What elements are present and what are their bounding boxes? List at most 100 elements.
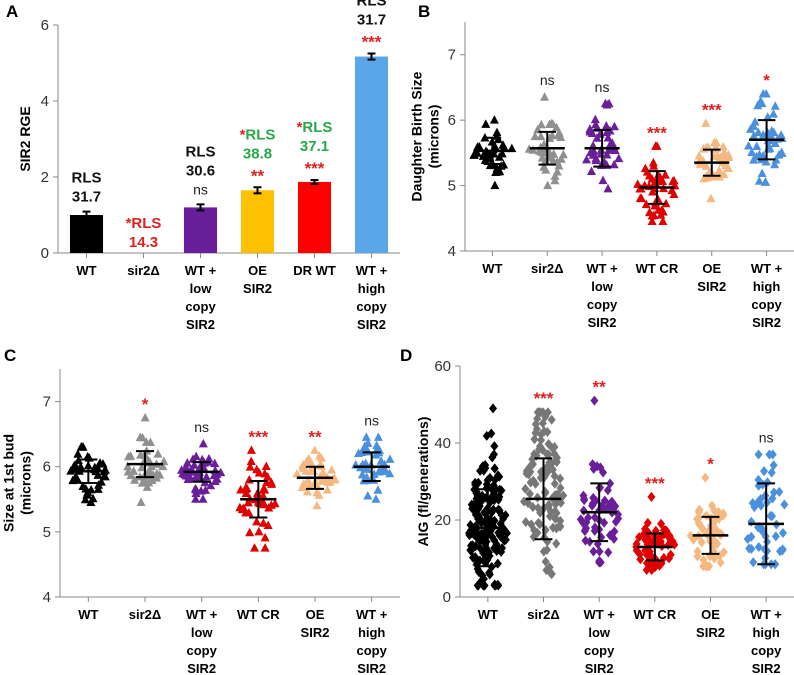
significance-label: ** [593, 378, 607, 397]
data-point [579, 505, 588, 516]
data-point [636, 554, 645, 565]
data-point [142, 482, 152, 491]
data-point [749, 155, 759, 164]
data-point [93, 484, 103, 493]
data-point [545, 511, 554, 522]
data-point [769, 487, 778, 498]
data-point [490, 580, 499, 591]
data-point [747, 531, 756, 542]
data-point [303, 475, 313, 484]
data-point [250, 543, 260, 552]
data-point [322, 485, 332, 494]
data-point [645, 207, 655, 217]
data-point [589, 546, 598, 557]
data-point [201, 472, 211, 481]
x-tick-label: WT + [356, 607, 388, 622]
data-point [261, 461, 271, 471]
data-point [694, 151, 704, 160]
rls-value: 31.7 [72, 189, 101, 206]
data-point [590, 395, 599, 406]
data-point [749, 131, 759, 140]
bar [183, 207, 218, 253]
y-tick-label: 5 [448, 178, 456, 195]
data-point [584, 512, 593, 523]
data-point [581, 525, 590, 536]
panel-letter-c: C [4, 346, 16, 365]
data-point [482, 430, 491, 441]
data-point [543, 426, 552, 437]
data-point [304, 481, 314, 490]
data-point [538, 147, 548, 157]
data-point [499, 142, 509, 151]
data-point [246, 445, 256, 454]
data-point [542, 544, 551, 555]
data-point [601, 121, 611, 130]
y-axis-title: SIR2 RGE [17, 106, 33, 171]
data-point [144, 465, 154, 475]
data-point [547, 118, 557, 128]
significance-label: * [763, 71, 770, 90]
data-point [191, 494, 201, 503]
data-point [529, 475, 538, 486]
data-point [361, 432, 371, 441]
data-point [604, 547, 613, 558]
data-point [718, 141, 728, 151]
data-point [136, 450, 146, 459]
data-point [609, 159, 619, 169]
data-point [719, 547, 728, 558]
data-point [667, 185, 677, 195]
data-point [775, 486, 784, 497]
data-point [771, 531, 780, 542]
y-tick-label: 2 [41, 169, 49, 186]
x-tick-label: copy [186, 643, 217, 658]
data-point [747, 516, 756, 527]
data-point [480, 532, 489, 543]
scatter-series [123, 412, 169, 507]
x-tick-label: copy [751, 643, 782, 658]
x-tick-label: high [752, 625, 779, 640]
rls-label: RLS [357, 0, 387, 10]
y-tick-label: 0 [41, 245, 49, 262]
data-point [469, 150, 479, 159]
data-point [198, 494, 208, 503]
data-point [534, 503, 543, 514]
data-point [467, 528, 476, 539]
data-point [768, 449, 777, 460]
data-point [490, 180, 500, 190]
data-point [749, 557, 758, 568]
data-point [714, 506, 723, 517]
data-point [744, 140, 754, 150]
data-point [747, 147, 757, 157]
data-point [643, 517, 652, 528]
data-point [723, 149, 733, 159]
x-tick-label: copy [185, 299, 216, 314]
data-point [181, 470, 191, 480]
data-point [492, 546, 501, 557]
significance-label: * [707, 455, 714, 474]
data-point [524, 144, 534, 153]
data-point [760, 466, 769, 477]
data-point [768, 511, 777, 522]
data-point [541, 411, 550, 422]
data-point [661, 198, 671, 208]
x-tick-label: WT [76, 263, 96, 278]
panel-b: B 4 5 6 7 Daughter Birth Size (microns) WT sir2… [409, 2, 794, 330]
data-point [494, 152, 504, 161]
significance-label: *** [534, 389, 554, 408]
significance-label: *** [702, 100, 722, 119]
y-tick-label: 4 [448, 243, 456, 260]
bar [69, 215, 104, 253]
data-point [385, 454, 395, 463]
data-point [141, 437, 151, 446]
y-tick-label: 0 [443, 589, 451, 606]
significance-label: *** [647, 123, 667, 142]
significance-label: ns [194, 419, 209, 435]
rls-value: 14.3 [129, 234, 158, 251]
data-point [642, 549, 651, 560]
data-point [255, 498, 265, 508]
data-point [582, 154, 592, 164]
data-point [492, 163, 502, 173]
data-point [652, 141, 662, 150]
x-tick-label: WT + [586, 261, 618, 276]
